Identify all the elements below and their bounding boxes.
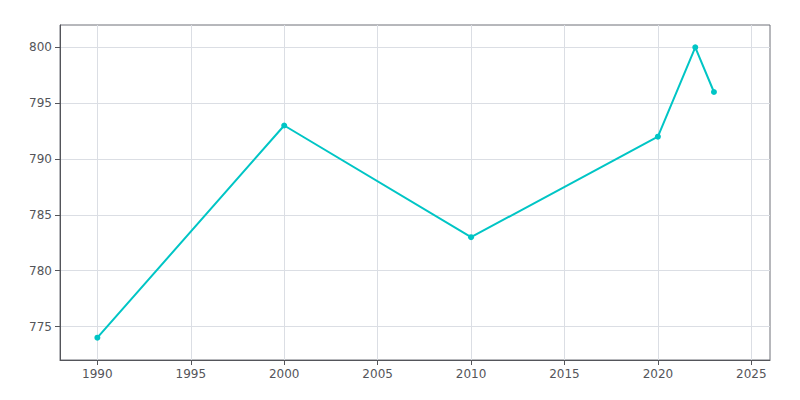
svg-text:775: 775 — [29, 320, 52, 334]
svg-text:2015: 2015 — [549, 367, 580, 381]
svg-text:785: 785 — [29, 208, 52, 222]
svg-text:2000: 2000 — [269, 367, 300, 381]
svg-text:790: 790 — [29, 152, 52, 166]
svg-text:1990: 1990 — [82, 367, 113, 381]
svg-text:1995: 1995 — [176, 367, 207, 381]
svg-text:795: 795 — [29, 96, 52, 110]
svg-text:2020: 2020 — [643, 367, 674, 381]
svg-text:2005: 2005 — [362, 367, 393, 381]
svg-text:2010: 2010 — [456, 367, 487, 381]
svg-text:780: 780 — [29, 264, 52, 278]
svg-text:800: 800 — [29, 40, 52, 54]
svg-text:2025: 2025 — [736, 367, 767, 381]
